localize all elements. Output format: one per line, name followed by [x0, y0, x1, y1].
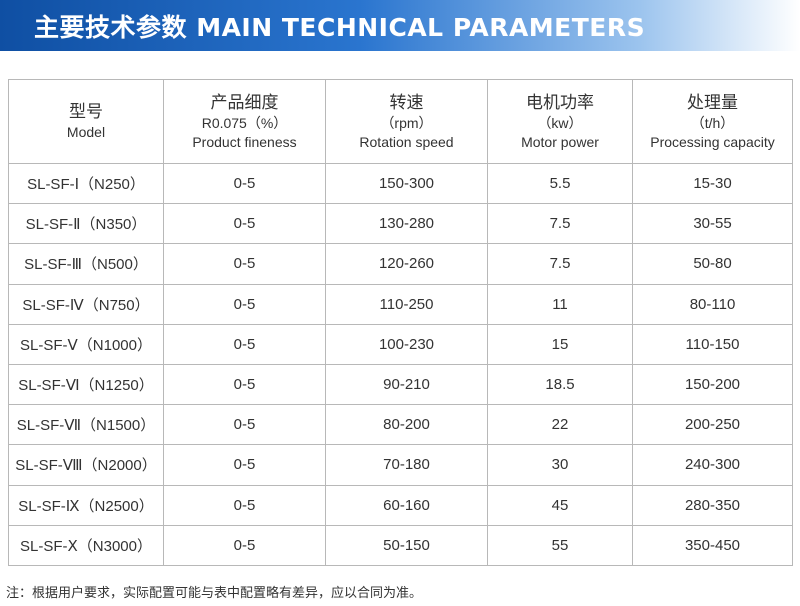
header-row: 型号 Model 产品细度 R0.075（%） Product fineness…	[8, 79, 793, 164]
title-banner: 主要技术参数 MAIN TECHNICAL PARAMETERS	[0, 0, 800, 51]
page-title: 主要技术参数 MAIN TECHNICAL PARAMETERS	[34, 13, 646, 42]
header-en: Product fineness	[192, 133, 297, 150]
table-row: SL-SF-Ⅱ（N350） 0-5 130-280 7.5 30-55	[8, 203, 793, 245]
header-en: Motor power	[521, 133, 599, 150]
cell-fineness: 0-5	[163, 323, 326, 365]
header-cell-model: 型号 Model	[8, 79, 164, 164]
header-cell-power: 电机功率 （kw） Motor power	[487, 79, 633, 164]
cell-speed: 80-200	[325, 404, 488, 446]
cell-model: SL-SF-Ⅹ（N3000）	[8, 524, 164, 566]
cell-fineness: 0-5	[163, 162, 326, 205]
table-row: SL-SF-Ⅹ（N3000） 0-5 50-150 55 350-450	[8, 524, 793, 566]
table-row: SL-SF-Ⅵ（N1250） 0-5 90-210 18.5 150-200	[8, 363, 793, 406]
cell-capacity: 200-250	[632, 404, 793, 446]
cell-fineness: 0-5	[163, 484, 326, 526]
header-cn: 产品细度	[210, 92, 279, 112]
cell-fineness: 0-5	[163, 404, 326, 446]
cell-capacity: 150-200	[632, 363, 793, 406]
header-cn: 转速	[389, 92, 424, 112]
cell-power: 55	[487, 524, 633, 566]
cell-capacity: 30-55	[632, 203, 793, 245]
cell-capacity: 350-450	[632, 524, 793, 566]
cell-capacity: 110-150	[632, 323, 793, 365]
cell-model: SL-SF-Ⅰ（N250）	[8, 162, 164, 205]
table-row: SL-SF-Ⅷ（N2000） 0-5 70-180 30 240-300	[8, 444, 793, 486]
cell-capacity: 50-80	[632, 243, 793, 285]
header-en: Processing capacity	[650, 133, 775, 150]
cell-power: 30	[487, 444, 633, 486]
cell-fineness: 0-5	[163, 363, 326, 406]
cell-speed: 130-280	[325, 203, 488, 245]
table-body: SL-SF-Ⅰ（N250） 0-5 150-300 5.5 15-30 SL-S…	[8, 162, 793, 566]
header-cn: 电机功率	[526, 92, 594, 112]
cell-speed: 110-250	[325, 283, 488, 325]
cell-model: SL-SF-Ⅲ（N500）	[8, 243, 164, 285]
cell-power: 7.5	[487, 243, 633, 285]
cell-speed: 150-300	[325, 162, 488, 205]
cell-speed: 70-180	[325, 444, 488, 486]
table-header: 型号 Model 产品细度 R0.075（%） Product fineness…	[8, 79, 793, 164]
cell-model: SL-SF-Ⅷ（N2000）	[8, 444, 164, 486]
cell-capacity: 240-300	[632, 444, 793, 486]
cell-power: 18.5	[487, 363, 633, 406]
cell-speed: 100-230	[325, 323, 488, 365]
cell-speed: 120-260	[325, 243, 488, 285]
table-row: SL-SF-Ⅸ（N2500） 0-5 60-160 45 280-350	[8, 484, 793, 526]
cell-power: 45	[487, 484, 633, 526]
table-row: SL-SF-Ⅴ（N1000） 0-5 100-230 15 110-150	[8, 323, 793, 365]
cell-speed: 50-150	[325, 524, 488, 566]
header-cell-fineness: 产品细度 R0.075（%） Product fineness	[163, 79, 326, 164]
header-unit: （kw）	[537, 114, 583, 131]
cell-power: 11	[487, 283, 633, 325]
header-en: Model	[66, 124, 106, 140]
cell-fineness: 0-5	[163, 444, 326, 486]
cell-fineness: 0-5	[163, 283, 326, 325]
cell-power: 22	[487, 404, 633, 446]
cell-capacity: 280-350	[632, 484, 793, 526]
cell-capacity: 15-30	[632, 162, 793, 205]
cell-model: SL-SF-Ⅳ（N750）	[8, 283, 164, 325]
table-row: SL-SF-Ⅲ（N500） 0-5 120-260 7.5 50-80	[8, 243, 793, 285]
header-cell-speed: 转速 （rpm） Rotation speed	[325, 79, 488, 164]
cell-fineness: 0-5	[163, 243, 326, 285]
cell-speed: 60-160	[325, 484, 488, 526]
cell-model: SL-SF-Ⅶ（N1500）	[8, 404, 164, 446]
table-row: SL-SF-Ⅳ（N750） 0-5 110-250 11 80-110	[8, 283, 793, 325]
cell-fineness: 0-5	[163, 203, 326, 245]
cell-power: 15	[487, 323, 633, 365]
header-unit: （t/h）	[690, 114, 735, 131]
cell-fineness: 0-5	[163, 524, 326, 566]
cell-capacity: 80-110	[632, 283, 793, 325]
cell-speed: 90-210	[325, 363, 488, 406]
cell-power: 5.5	[487, 162, 633, 205]
cell-power: 7.5	[487, 203, 633, 245]
cell-model: SL-SF-Ⅸ（N2500）	[8, 484, 164, 526]
table-row: SL-SF-Ⅶ（N1500） 0-5 80-200 22 200-250	[8, 404, 793, 446]
parameters-table: 型号 Model 产品细度 R0.075（%） Product fineness…	[8, 79, 793, 566]
header-cell-capacity: 处理量 （t/h） Processing capacity	[632, 79, 793, 164]
footnote: 注：根据用户要求，实际配置可能与表中配置略有差异，应以合同为准。	[6, 586, 423, 601]
header-unit: R0.075（%）	[201, 114, 288, 131]
table-row: SL-SF-Ⅰ（N250） 0-5 150-300 5.5 15-30	[8, 162, 793, 205]
cell-model: SL-SF-Ⅱ（N350）	[8, 203, 164, 245]
header-cn: 处理量	[687, 92, 738, 112]
cell-model: SL-SF-Ⅴ（N1000）	[8, 323, 164, 365]
header-unit: （rpm）	[380, 114, 433, 131]
header-cn: 型号	[69, 102, 103, 121]
header-en: Rotation speed	[359, 133, 454, 150]
cell-model: SL-SF-Ⅵ（N1250）	[8, 363, 164, 406]
